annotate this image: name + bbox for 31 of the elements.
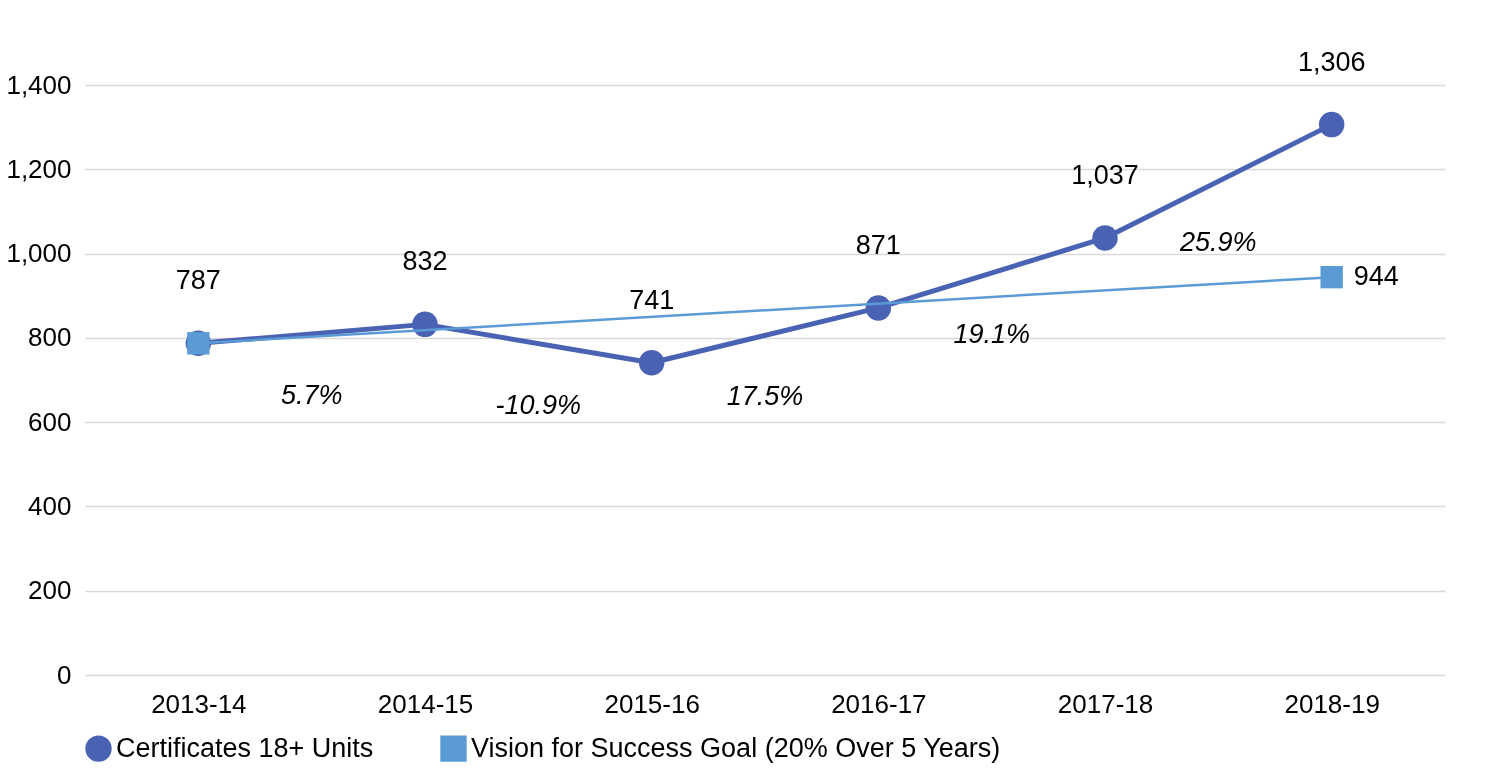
y-tick-label: 800	[28, 322, 72, 353]
data-label: 1,037	[1071, 159, 1139, 190]
annotation: -10.9%	[495, 389, 582, 420]
data-label: 832	[402, 246, 448, 277]
legend-label: Vision for Success Goal (20% Over 5 Years)	[471, 732, 1001, 763]
y-tick-label: 1,400	[6, 69, 72, 100]
point	[1318, 111, 1345, 138]
annotation: 17.5%	[726, 381, 804, 412]
y-tick-label: 600	[28, 406, 72, 437]
x-tick-label: 2016-17	[831, 688, 927, 719]
data-label: 871	[855, 229, 901, 260]
annotation: 5.7%	[280, 379, 343, 410]
y-tick-label: 200	[28, 575, 72, 606]
x-tick-label: 2017-18	[1057, 688, 1154, 719]
data-label: 787	[175, 265, 221, 296]
y-tick-label: 400	[28, 490, 72, 521]
y-tick-label: 1,200	[6, 153, 72, 184]
x-tick-label: 2015-16	[604, 688, 700, 719]
y-tick-label: 0	[57, 659, 72, 690]
annotation: 19.1%	[953, 318, 1030, 349]
data-label: 741	[629, 284, 675, 315]
x-tick-label: 2013-14	[151, 688, 247, 719]
x-tick-label: 2014-15	[377, 688, 474, 719]
data-label: 1,306	[1297, 46, 1366, 77]
point	[638, 350, 665, 376]
legend-label: Certificates 18+ Units	[116, 732, 374, 763]
y-tick-label: 1,000	[6, 238, 72, 269]
x-tick-label: 2018-19	[1284, 688, 1380, 719]
annotation: 25.9%	[1179, 227, 1257, 258]
point	[1092, 225, 1118, 251]
data-label: 944	[1353, 261, 1399, 292]
